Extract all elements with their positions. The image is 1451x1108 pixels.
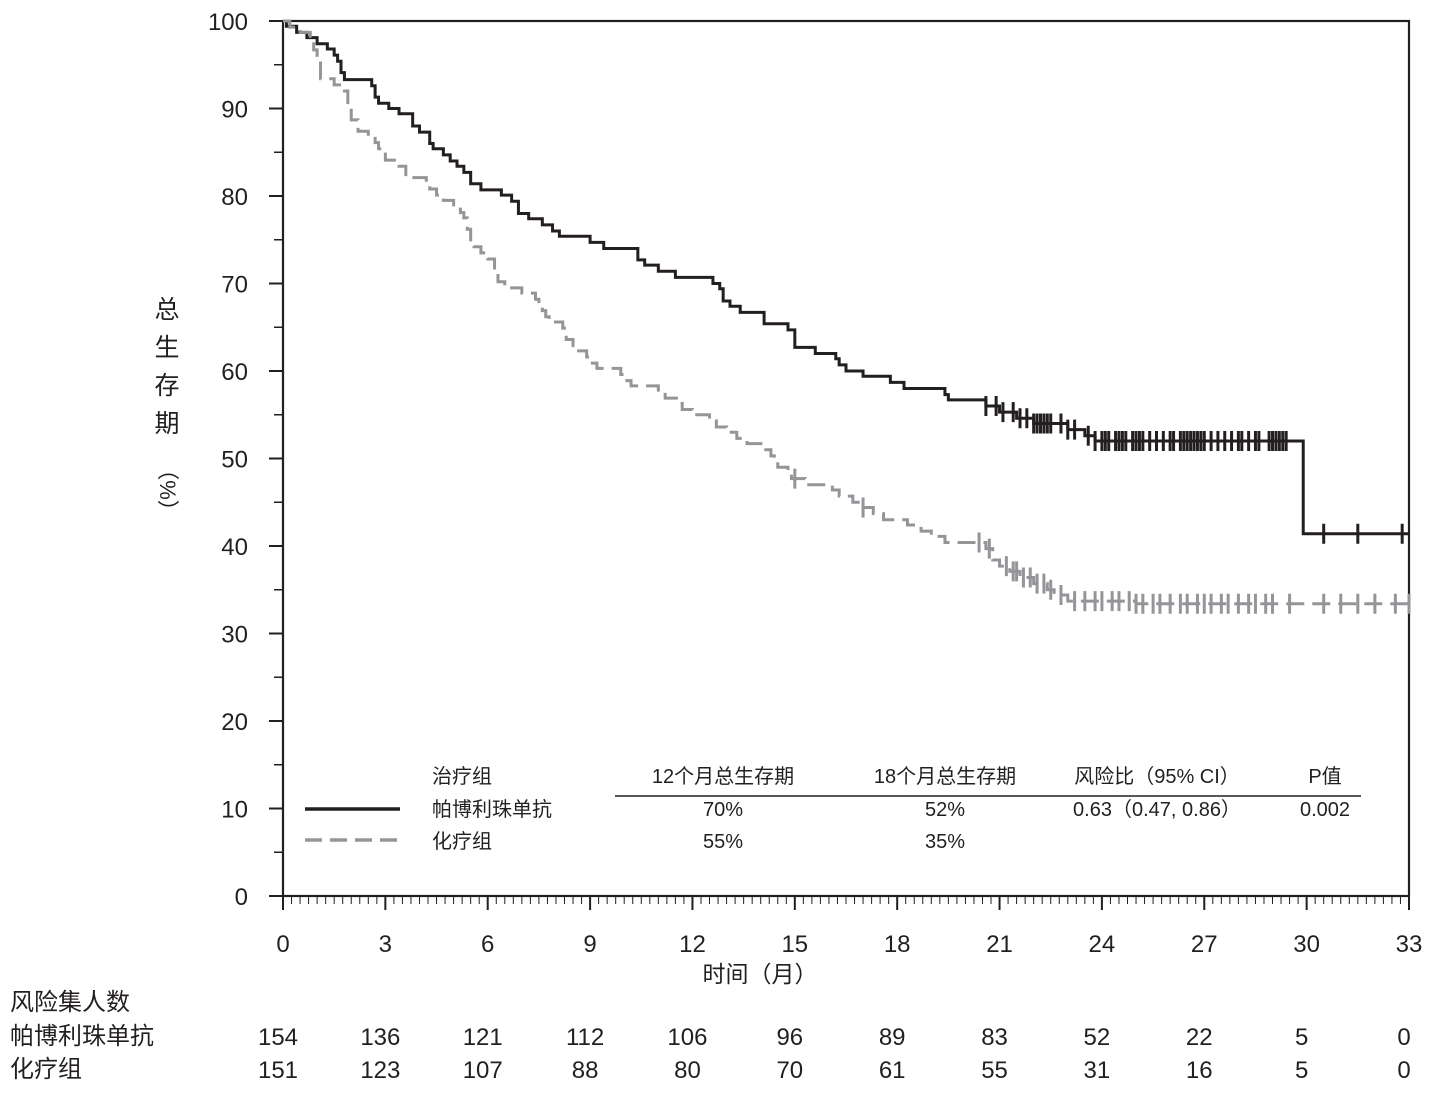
legend-row2-os12: 55% [703, 831, 743, 853]
x-tick-label-0: 0 [276, 931, 289, 958]
x-tick-label-6: 6 [481, 931, 494, 958]
x-tick-label-9: 9 [583, 931, 596, 958]
risk-value-r2: 88 [572, 1057, 599, 1084]
risk-values: 154 136 121 112 106 96 89 83 52 22 5 0 151 123 107 88 80… [258, 1024, 1411, 1084]
x-tick-label-3: 3 [379, 931, 392, 958]
y-tick-label-30: 30 [221, 622, 248, 649]
risk-value-r2: 123 [360, 1057, 400, 1084]
x-tick-label-21: 21 [986, 931, 1013, 958]
y-label-char-2: 生 [154, 334, 179, 362]
risk-value-r1: 89 [879, 1024, 906, 1051]
risk-value-r2: 5 [1295, 1057, 1308, 1084]
legend-row1-os12: 70% [703, 799, 743, 821]
risk-value-r2: 107 [463, 1057, 503, 1084]
risk-value-r1: 154 [258, 1024, 298, 1051]
risk-value-r1: 136 [360, 1024, 400, 1051]
risk-value-r1: 121 [463, 1024, 503, 1051]
y-tick-label-20: 20 [221, 709, 248, 736]
risk-row1-label: 帕博利珠单抗 [10, 1023, 154, 1050]
y-axis-label: 总 生 存 期 （%） [154, 296, 180, 522]
legend-row1-p: 0.002 [1300, 799, 1350, 821]
legend-row2-os18: 35% [925, 831, 965, 853]
plot-frame [281, 19, 1411, 898]
legend-row1-group: 帕博利珠单抗 [432, 798, 552, 821]
x-tick-label-24: 24 [1089, 931, 1116, 958]
x-tick-label-18: 18 [884, 931, 911, 958]
survival-curves [283, 19, 1411, 614]
y-tick-label-10: 10 [221, 797, 248, 824]
risk-value-r2: 80 [674, 1057, 701, 1084]
x-tick-label-33: 33 [1396, 931, 1423, 958]
y-tick-label-40: 40 [221, 534, 248, 561]
legend-row2-group: 化疗组 [432, 830, 492, 853]
risk-value-r2: 61 [879, 1057, 906, 1084]
risk-value-r2: 70 [776, 1057, 803, 1084]
y-tick-label-100: 100 [208, 9, 248, 36]
y-label-char-3: 存 [154, 372, 179, 400]
x-axis: 0 3 6 9 12 15 18 21 24 27 30 33 [276, 896, 1422, 958]
y-tick-label-90: 90 [221, 97, 248, 124]
legend-table: 治疗组 12个月总生存期 18个月总生存期 风险比（95% CI） P值 帕博利… [305, 765, 1361, 853]
series-line-1 [283, 19, 1409, 536]
legend-header-group: 治疗组 [432, 765, 492, 788]
risk-value-r1: 52 [1084, 1024, 1111, 1051]
legend-header-p: P值 [1308, 765, 1341, 788]
risk-value-r1: 0 [1397, 1024, 1410, 1051]
risk-value-r1: 96 [776, 1024, 803, 1051]
y-axis: 0 10 20 30 40 50 60 70 80 90 100 [208, 9, 283, 911]
legend-row1-os18: 52% [925, 799, 965, 821]
risk-table: 风险集人数 帕博利珠单抗 化疗组 154 136 121 112 106 96 89 83 52… [10, 989, 1411, 1084]
x-tick-label-27: 27 [1191, 931, 1218, 958]
y-tick-label-0: 0 [235, 884, 248, 911]
series-line-2 [283, 19, 1409, 606]
risk-value-r2: 31 [1084, 1057, 1111, 1084]
risk-value-r1: 112 [566, 1024, 604, 1051]
y-label-char-1: 总 [154, 296, 179, 324]
x-tick-label-15: 15 [781, 931, 808, 958]
legend-header-os12: 12个月总生存期 [652, 765, 794, 788]
y-tick-label-70: 70 [221, 272, 248, 299]
y-label-unit: （%） [155, 458, 180, 522]
legend-header-hr: 风险比（95% CI） [1074, 765, 1240, 788]
y-label-char-4: 期 [154, 410, 179, 438]
y-tick-label-50: 50 [221, 447, 248, 474]
risk-value-r1: 83 [981, 1024, 1008, 1051]
legend-row1-hr: 0.63（0.47, 0.86） [1073, 798, 1241, 821]
risk-table-title: 风险集人数 [10, 989, 130, 1016]
y-tick-label-80: 80 [221, 184, 248, 211]
x-tick-label-12: 12 [679, 931, 706, 958]
x-tick-label-30: 30 [1293, 931, 1320, 958]
risk-row2-label: 化疗组 [10, 1056, 82, 1083]
risk-value-r1: 5 [1295, 1024, 1308, 1051]
legend-header-os18: 18个月总生存期 [874, 765, 1016, 788]
x-axis-label: 时间（月） [703, 961, 818, 987]
risk-value-r2: 151 [258, 1057, 298, 1084]
y-tick-label-60: 60 [221, 359, 248, 386]
risk-value-r1: 106 [667, 1024, 707, 1051]
risk-value-r2: 0 [1397, 1057, 1410, 1084]
risk-value-r2: 16 [1186, 1057, 1213, 1084]
risk-value-r2: 55 [981, 1057, 1008, 1084]
risk-value-r1: 22 [1186, 1024, 1213, 1051]
